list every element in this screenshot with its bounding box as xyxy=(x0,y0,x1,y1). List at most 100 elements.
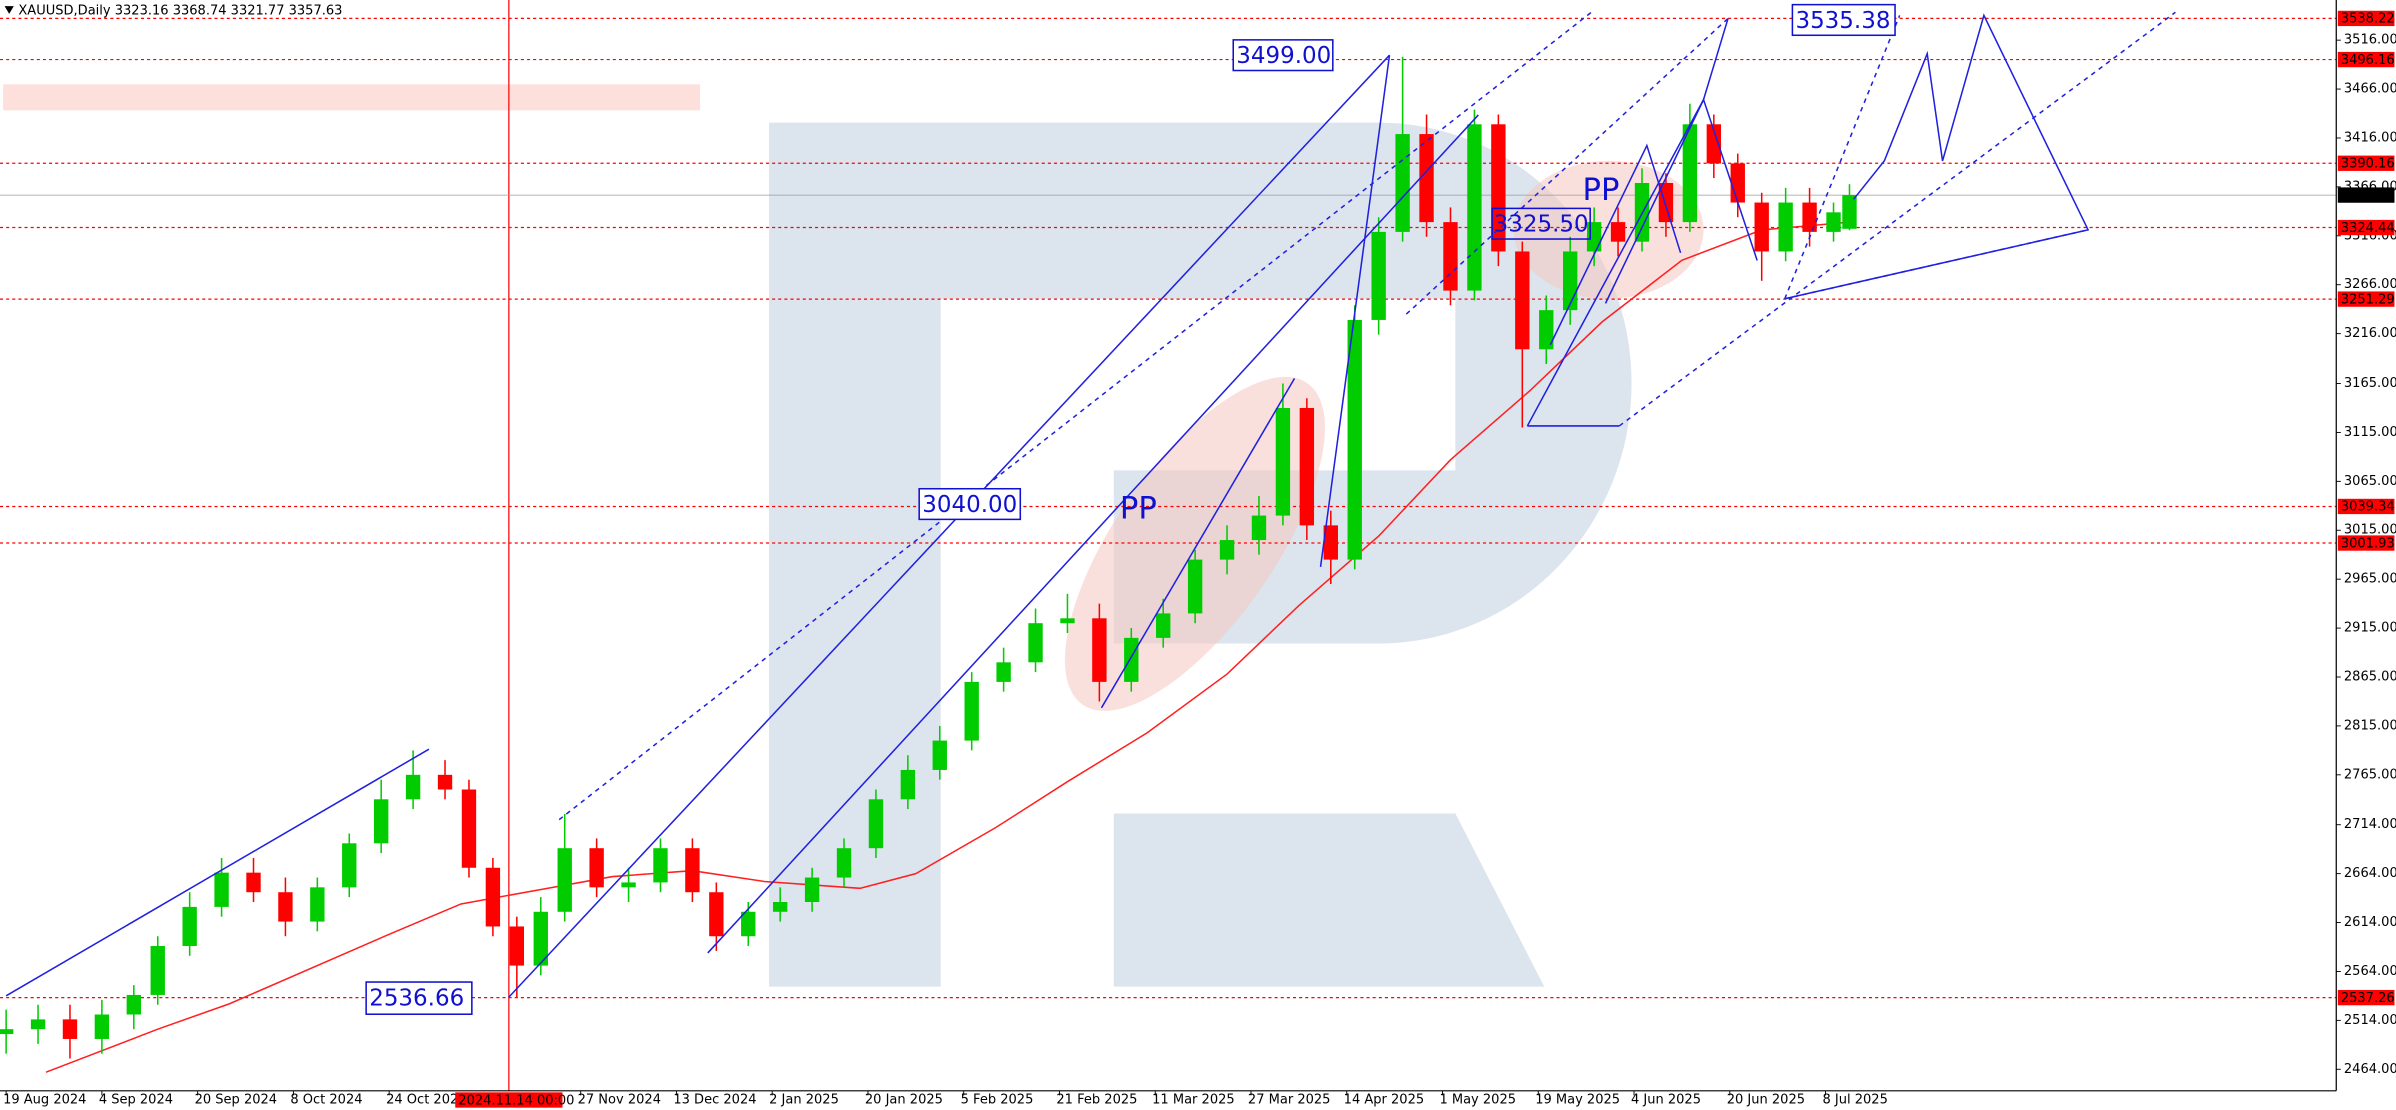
candle-body xyxy=(1539,310,1554,350)
candle-body xyxy=(868,799,884,849)
candle-body xyxy=(1467,124,1482,291)
candle-body xyxy=(1563,251,1578,311)
y-tick-label: 2714.00 xyxy=(2344,817,2396,832)
annotation-box xyxy=(1491,207,1591,240)
y-tick-label: 2865.00 xyxy=(2344,670,2396,685)
x-tick-label: 14 Apr 2025 xyxy=(1344,1092,1424,1107)
x-tick-label: 20 Jun 2025 xyxy=(1727,1092,1805,1107)
trend-drawings xyxy=(5,10,2176,998)
candle-body xyxy=(557,848,572,912)
candle-body xyxy=(150,946,165,995)
y-tick-label: 3266.00 xyxy=(2344,277,2396,292)
y-tick-label: 3416.00 xyxy=(2344,130,2396,145)
level-label-box xyxy=(2337,219,2395,236)
chart-title: XAUUSD,Daily 3323.16 3368.74 3321.77 335… xyxy=(18,3,342,18)
candle-body xyxy=(278,892,293,922)
level-label: 3390.16 xyxy=(2341,157,2395,172)
candle-body xyxy=(1187,559,1203,614)
x-tick-label: 27 Mar 2025 xyxy=(1248,1092,1331,1107)
annotations: 3499.00 3040.00 2536.66 3325.50 3535.38 … xyxy=(365,3,1896,1015)
x-tick-label: 20 Jan 2025 xyxy=(865,1092,943,1107)
candle-body xyxy=(1706,124,1722,164)
candle-body xyxy=(374,799,389,844)
candle-body xyxy=(1219,540,1235,560)
annotation-box xyxy=(1232,39,1334,72)
candle-body xyxy=(964,681,979,741)
y-tick-label: 3065.00 xyxy=(2344,474,2396,489)
crosshair-label: 2024.11.14 00:00 xyxy=(458,1093,574,1108)
level-label-box xyxy=(2337,155,2395,171)
annotation-box xyxy=(365,981,473,1015)
level-label-box xyxy=(2337,535,2395,551)
level-label-box xyxy=(2337,498,2395,515)
candle-body xyxy=(621,882,636,888)
candle-body xyxy=(1371,231,1386,320)
y-tick-label: 2815.00 xyxy=(2344,718,2396,733)
highlight-band xyxy=(3,84,701,111)
trend-line xyxy=(1784,13,2090,300)
annotation-box xyxy=(1791,3,1896,37)
candle-body xyxy=(1028,623,1043,663)
candle-body xyxy=(126,994,141,1015)
annotation-box xyxy=(918,487,1022,521)
candle-body xyxy=(589,848,604,888)
annotation: 2536.66 xyxy=(369,985,464,1011)
x-tick-label: 19 Aug 2024 xyxy=(3,1092,86,1107)
annotation: PP xyxy=(1120,492,1157,527)
candle-body xyxy=(1778,202,1793,252)
candle-body xyxy=(1842,195,1857,229)
candle-body xyxy=(437,774,453,790)
level-label-box xyxy=(2337,291,2395,307)
crosshair-label-box xyxy=(455,1092,563,1108)
y-tick-label: 3015.00 xyxy=(2344,523,2396,538)
pattern-zone xyxy=(1064,376,1325,711)
candle-body xyxy=(182,906,197,947)
candle-body xyxy=(310,887,325,922)
trend-line xyxy=(1319,55,1391,567)
candle-body xyxy=(1275,407,1291,516)
candle-body xyxy=(1251,515,1267,541)
x-tick-label: 2 Jan 2025 xyxy=(769,1092,839,1107)
candle-body xyxy=(804,877,820,903)
level-label: 3001.93 xyxy=(2341,536,2395,551)
x-tick-label: 1 May 2025 xyxy=(1439,1092,1516,1107)
trend-line xyxy=(1784,229,2089,300)
candle-body xyxy=(685,848,700,893)
y-tick-label: 2664.00 xyxy=(2344,866,2396,881)
candle-body xyxy=(1419,134,1434,223)
y-tick-label: 3165.00 xyxy=(2344,376,2396,391)
candle-body xyxy=(1060,618,1075,624)
x-tick-label: 27 Nov 2024 xyxy=(578,1092,661,1107)
annotation: PP xyxy=(1583,173,1620,208)
candle-body xyxy=(1323,525,1338,560)
trend-line xyxy=(508,54,1391,998)
x-tick-label: 8 Oct 2024 xyxy=(290,1092,362,1107)
x-tick-label: 21 Feb 2025 xyxy=(1056,1092,1137,1107)
level-label-box xyxy=(2337,51,2395,68)
last-price-label: 3357.63 xyxy=(2341,188,2395,203)
trend-line xyxy=(1549,143,1682,346)
candle-body xyxy=(246,872,261,893)
candle-body xyxy=(533,911,548,966)
candle-body xyxy=(996,662,1011,682)
y-tick-label: 2564.00 xyxy=(2344,964,2396,979)
y-tick-label: 3516.00 xyxy=(2344,33,2396,48)
x-tick-label: 13 Dec 2024 xyxy=(673,1092,756,1107)
x-tick-label: 20 Sep 2024 xyxy=(195,1092,278,1107)
candle-body xyxy=(62,1019,78,1039)
candle-body xyxy=(709,892,724,937)
candle-body xyxy=(214,872,229,907)
menu-triangle xyxy=(4,6,14,14)
level-label: 3324.44 xyxy=(2341,221,2395,236)
candle-body xyxy=(1802,202,1817,232)
candle-body xyxy=(405,774,421,800)
candle-body xyxy=(1443,222,1458,291)
candle-body xyxy=(932,740,947,770)
x-tick-label: 11 Mar 2025 xyxy=(1152,1092,1235,1107)
candle-body xyxy=(1730,163,1745,203)
y-tick-label: 2514.00 xyxy=(2344,1013,2396,1028)
candle-body xyxy=(836,848,852,878)
trend-line xyxy=(1618,11,2176,427)
candle-body xyxy=(94,1014,110,1039)
